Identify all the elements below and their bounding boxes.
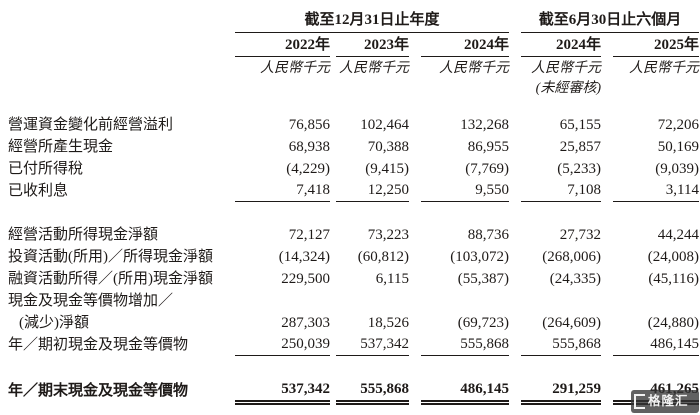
column-group-annual: 截至12月31日止年度 — [235, 8, 509, 33]
value-cell: 9,550 — [421, 179, 509, 202]
value-cell: (268,006) — [542, 249, 601, 265]
unit-label: 人民幣千元 — [339, 61, 409, 76]
unaudited-row: (未經審核) — [0, 80, 700, 100]
row-label: 營運資金變化前經營溢利 — [8, 117, 174, 133]
value-cell: 12,250 — [336, 179, 409, 202]
value-cell: (9,415) — [365, 161, 409, 177]
column-header-2024: 2024年 — [421, 34, 509, 57]
table-row-label-line: 現金及現金等價物增加／ — [0, 290, 700, 312]
row-spacer — [0, 202, 700, 224]
value-cell: (5,233) — [557, 161, 601, 177]
value-cell: 44,244 — [657, 227, 699, 243]
value-cell: 229,500 — [281, 271, 330, 287]
value-cell: (103,072) — [450, 249, 509, 265]
unaudited-label: (未經審核) — [535, 81, 601, 96]
row-label: 現金及現金等價物增加／ — [8, 293, 174, 309]
value-cell: 70,388 — [367, 139, 409, 155]
value-cell: 132,268 — [460, 117, 509, 133]
table-row: 融資活動所得／(所用)現金淨額 229,500 6,115 (55,387) (24,3… — [0, 268, 700, 290]
row-label: 年／期末現金及現金等價物 — [8, 383, 189, 399]
value-cell: 7,418 — [235, 179, 330, 202]
value-cell: (24,335) — [549, 271, 601, 287]
row-label: 投資活動(所用)／所得現金淨額 — [8, 249, 213, 265]
value-cell: 486,145 — [613, 333, 699, 356]
value-cell: 76,856 — [288, 117, 330, 133]
value-cell: (7,769) — [465, 161, 509, 177]
value-cell: 73,223 — [367, 227, 409, 243]
column-header-2025-interim: 2025年 — [613, 34, 699, 57]
column-header-2022: 2022年 — [235, 34, 330, 57]
unit-label: 人民幣千元 — [531, 61, 601, 76]
value-cell: (24,880) — [647, 315, 699, 331]
value-cell: 72,206 — [657, 117, 699, 133]
value-cell: 7,108 — [521, 179, 601, 202]
table-row: (減少)淨額 287,303 18,526 (69,723) (264,609) (24,… — [0, 312, 700, 334]
row-label: 經營活動所得現金淨額 — [8, 227, 159, 243]
table-body: 營運資金變化前經營溢利 76,856 102,464 132,268 65,155 72,… — [0, 114, 700, 405]
row-label: 經營所產生現金 — [8, 139, 114, 155]
value-cell: 486,145 — [421, 378, 509, 405]
row-label: 已付所得稅 — [8, 161, 84, 177]
row-spacer — [0, 356, 700, 380]
value-cell: 68,938 — [288, 139, 330, 155]
column-header-2024-interim: 2024年 — [521, 34, 601, 57]
table-row: 已付所得稅 (4,229) (9,415) (7,769) (5,233) (9,039) — [0, 158, 700, 180]
column-group-header-row: 截至12月31日止年度 截至6月30日止六個月 — [0, 8, 700, 33]
unit-label: 人民幣千元 — [629, 61, 699, 76]
value-cell: 555,868 — [521, 333, 601, 356]
value-cell: (55,387) — [457, 271, 509, 287]
value-cell: 537,342 — [235, 378, 330, 405]
unit-row: 人民幣千元 人民幣千元 人民幣千元 人民幣千元 人民幣千元 — [0, 60, 700, 80]
value-cell: 291,259 — [521, 378, 601, 405]
row-label: 已收利息 — [8, 183, 69, 199]
value-cell: 86,955 — [467, 139, 509, 155]
value-cell: 6,115 — [375, 271, 409, 287]
column-group-interim: 截至6月30日止六個月 — [521, 8, 699, 33]
value-cell: 3,114 — [613, 179, 699, 202]
value-cell: 287,303 — [281, 315, 330, 331]
value-cell: 72,127 — [288, 227, 330, 243]
unit-label: 人民幣千元 — [439, 61, 509, 76]
value-cell: (60,812) — [357, 249, 409, 265]
value-cell: (9,039) — [655, 161, 699, 177]
value-cell: 27,732 — [559, 227, 601, 243]
table-row: 投資活動(所用)／所得現金淨額 (14,324) (60,812) (103,072)… — [0, 246, 700, 268]
value-cell: (24,008) — [647, 249, 699, 265]
value-cell: 88,736 — [467, 227, 509, 243]
value-cell: 461,265 — [613, 378, 699, 405]
table-row: 營運資金變化前經營溢利 76,856 102,464 132,268 65,155 72,… — [0, 114, 700, 136]
row-label: 融資活動所得／(所用)現金淨額 — [8, 271, 213, 287]
table-row: 經營所產生現金 68,938 70,388 86,955 25,857 50,169 — [0, 136, 700, 158]
value-cell: (69,723) — [457, 315, 509, 331]
value-cell: 50,169 — [657, 139, 699, 155]
table-row: 已收利息 7,418 12,250 9,550 7,108 3,114 — [0, 180, 700, 202]
value-cell: 555,868 — [421, 333, 509, 356]
value-cell: (264,609) — [542, 315, 601, 331]
value-cell: (45,116) — [648, 271, 699, 287]
table-row: 年／期末現金及現金等價物 537,342 555,868 486,145 291,259… — [0, 378, 700, 405]
column-header-2023: 2023年 — [336, 34, 409, 57]
value-cell: 65,155 — [559, 117, 601, 133]
value-cell: 102,464 — [360, 117, 409, 133]
row-label: 年／期初現金及現金等價物 — [8, 337, 189, 353]
row-label: (減少)淨額 — [19, 315, 89, 331]
value-cell: 555,868 — [336, 378, 409, 405]
value-cell: (14,324) — [278, 249, 330, 265]
year-header-row: 2022年 2023年 2024年 2024年 2025年 — [0, 36, 700, 57]
value-cell: (4,229) — [286, 161, 330, 177]
value-cell: 250,039 — [235, 333, 330, 356]
table-row: 經營活動所得現金淨額 72,127 73,223 88,736 27,732 44,244 — [0, 224, 700, 246]
unit-label: 人民幣千元 — [260, 61, 330, 76]
value-cell: 537,342 — [336, 333, 409, 356]
value-cell: 18,526 — [367, 315, 409, 331]
value-cell: 25,857 — [559, 139, 601, 155]
table-row: 年／期初現金及現金等價物 250,039 537,342 555,868 555,868… — [0, 334, 700, 356]
